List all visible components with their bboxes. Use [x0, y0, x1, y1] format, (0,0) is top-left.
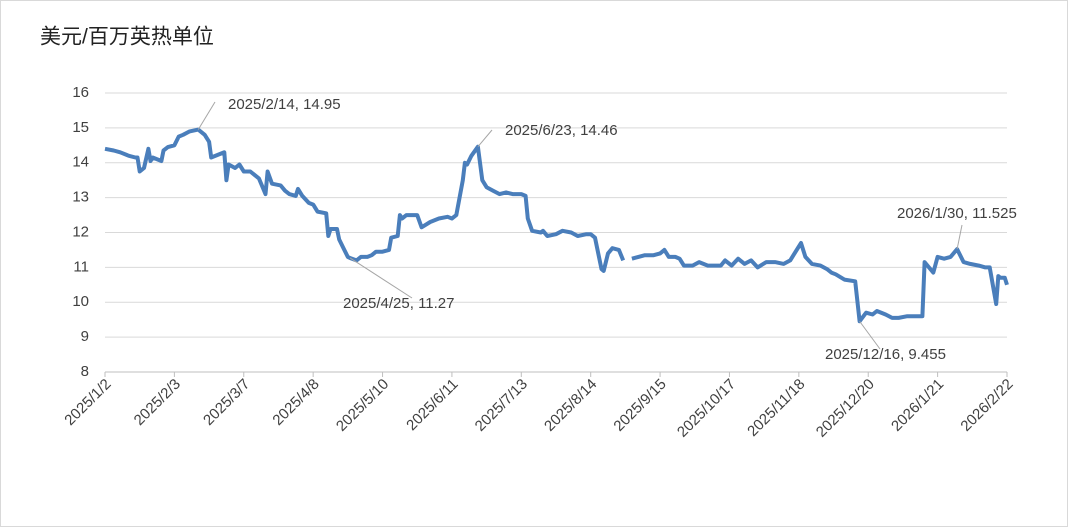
- annotation-label: 2026/1/30, 11.525: [897, 205, 1017, 222]
- y-tick-label: 13: [72, 189, 89, 206]
- annotation-leader: [859, 320, 881, 350]
- y-tick-label: 10: [72, 293, 89, 310]
- y-tick-label: 16: [72, 84, 89, 101]
- annotation-leader: [197, 101, 216, 130]
- y-tick-label: 12: [72, 223, 89, 240]
- annotation-label: 2025/6/23, 14.46: [505, 122, 618, 139]
- annotation-leader: [956, 224, 963, 250]
- y-tick-label: 11: [73, 258, 89, 275]
- chart-title: 美元/百万英热单位: [40, 26, 214, 49]
- y-tick-label: 8: [81, 363, 89, 380]
- y-tick-label: 9: [81, 328, 89, 345]
- y-tick-label: 14: [72, 154, 89, 171]
- annotation-leader: [477, 129, 493, 148]
- annotation-label: 2025/2/14, 14.95: [228, 96, 341, 113]
- annotation-leader: [349, 257, 413, 299]
- annotation-label: 2025/4/25, 11.27: [343, 295, 455, 312]
- y-tick-label: 15: [72, 119, 89, 136]
- annotation-label: 2025/12/16, 9.455: [825, 346, 946, 363]
